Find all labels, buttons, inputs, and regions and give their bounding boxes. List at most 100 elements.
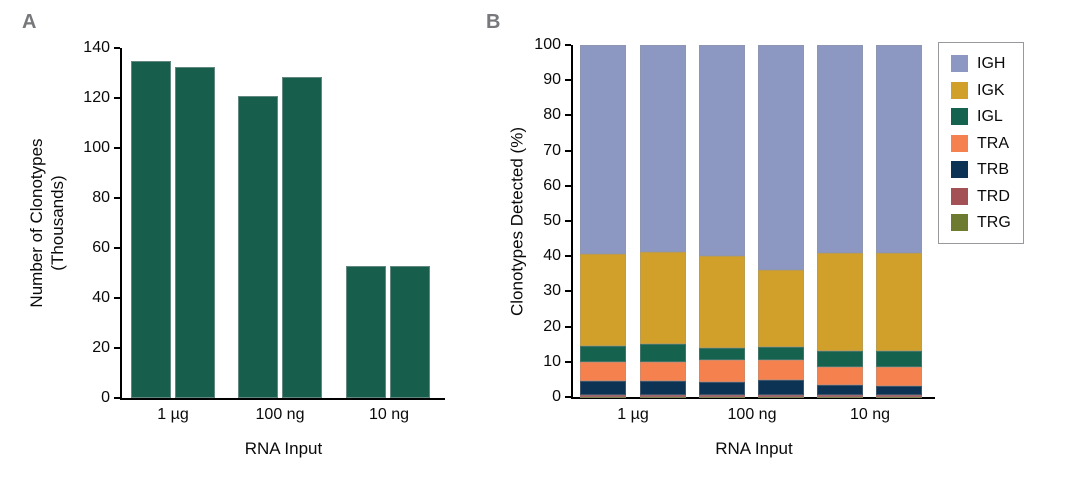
legend-item-trd: TRD bbox=[951, 187, 1013, 205]
stack-segment-tra bbox=[580, 361, 626, 381]
y-tick-label: 40 bbox=[92, 289, 110, 306]
legend-swatch-trd bbox=[951, 187, 968, 205]
x-category-label: 1 µg bbox=[157, 406, 189, 423]
stack-segment-trb bbox=[876, 385, 922, 396]
y-tick bbox=[565, 114, 571, 117]
legend-item-trb: TRB bbox=[951, 161, 1013, 178]
x-category-label: 10 ng bbox=[368, 406, 410, 423]
stack-segment-igh bbox=[817, 45, 863, 253]
y-tick bbox=[565, 396, 571, 398]
y-tick bbox=[565, 184, 571, 187]
stack-segment-igk bbox=[758, 270, 804, 347]
y-tick bbox=[114, 97, 120, 99]
stack-segment-igk bbox=[817, 252, 863, 352]
bar bbox=[174, 66, 215, 398]
stack-segment-trb bbox=[758, 380, 804, 396]
stack-segment-tra bbox=[758, 359, 804, 381]
y-tick bbox=[565, 360, 571, 363]
legend-label: TRB bbox=[977, 161, 1009, 178]
y-tick bbox=[565, 325, 571, 328]
x-axis-line bbox=[571, 397, 935, 399]
y-tick bbox=[114, 397, 120, 399]
y-tick-label: 60 bbox=[92, 239, 110, 256]
y-tick-label: 120 bbox=[83, 89, 110, 106]
stack-segment-trd bbox=[580, 395, 626, 398]
legend-label: IGL bbox=[977, 108, 1003, 125]
y-tick bbox=[565, 220, 571, 222]
stack-segment-igh bbox=[876, 45, 922, 254]
stack-segment-igk bbox=[640, 252, 686, 344]
stack-segment-igh bbox=[640, 45, 686, 253]
legend-swatch-igk bbox=[951, 81, 968, 99]
y-tick-label: 20 bbox=[92, 339, 110, 356]
legend-label: TRA bbox=[977, 134, 1009, 152]
stack-segment-igl bbox=[817, 351, 863, 368]
stack-segment-trb bbox=[580, 380, 626, 396]
panel-a-label: A bbox=[22, 11, 37, 33]
bar bbox=[389, 265, 430, 398]
y-tick bbox=[565, 290, 571, 293]
y-tick-label: 60 bbox=[543, 176, 561, 194]
legend-item-igh: IGH bbox=[951, 55, 1013, 72]
y-tick-label: 50 bbox=[543, 212, 561, 229]
legend: IGH IGK IGL TRA TRB TRD TRG bbox=[938, 42, 1024, 244]
y-tick-label: 0 bbox=[101, 389, 110, 406]
y-tick-label: 90 bbox=[543, 71, 561, 89]
y-axis-line bbox=[120, 48, 122, 400]
y-tick bbox=[114, 197, 120, 199]
stack-segment-igl bbox=[640, 343, 686, 362]
y-tick bbox=[565, 79, 571, 82]
stack-segment-trd bbox=[876, 395, 922, 398]
legend-swatch-trb bbox=[951, 161, 968, 178]
bar bbox=[131, 60, 171, 398]
y-tick bbox=[565, 255, 571, 258]
stack-segment-igl bbox=[876, 351, 922, 368]
stack-segment-igh bbox=[758, 45, 804, 271]
y-tick-label: 70 bbox=[543, 141, 561, 159]
legend-item-trg: TRG bbox=[951, 214, 1013, 231]
y-tick-label: 20 bbox=[543, 317, 561, 335]
bar bbox=[281, 76, 322, 398]
stack-segment-igk bbox=[580, 253, 626, 346]
y-axis-title: Clonotypes Detected (%) bbox=[507, 127, 527, 316]
legend-label: IGH bbox=[977, 55, 1006, 72]
legend-item-igl: IGL bbox=[951, 108, 1013, 125]
x-category-label: 1 µg bbox=[617, 406, 649, 423]
stack-segment-trb bbox=[817, 385, 863, 396]
panel-b-label: B bbox=[486, 11, 501, 33]
legend-label: TRG bbox=[977, 214, 1011, 231]
legend-swatch-tra bbox=[951, 134, 968, 152]
y-tick bbox=[114, 47, 120, 49]
stack-segment-trd bbox=[758, 395, 804, 398]
stack-segment-igl bbox=[699, 347, 745, 361]
legend-swatch-igh bbox=[951, 55, 968, 72]
stack-segment-trd bbox=[817, 395, 863, 398]
y-axis-title-line: (Thousands) bbox=[48, 175, 67, 271]
y-tick bbox=[114, 347, 120, 349]
legend-swatch-igl bbox=[951, 108, 968, 125]
y-axis-line bbox=[571, 45, 573, 399]
stack-segment-igh bbox=[699, 45, 745, 256]
bar bbox=[346, 265, 386, 398]
y-tick bbox=[114, 247, 120, 249]
stack-segment-trd bbox=[699, 395, 745, 398]
y-tick-label: 100 bbox=[83, 139, 110, 156]
y-tick-label: 100 bbox=[534, 36, 561, 53]
legend-label: IGK bbox=[977, 81, 1005, 99]
y-tick bbox=[114, 147, 120, 149]
stack-segment-tra bbox=[699, 360, 745, 382]
stack-segment-tra bbox=[640, 361, 686, 381]
x-category-label: 100 ng bbox=[727, 406, 777, 423]
y-tick-label: 40 bbox=[543, 247, 561, 265]
stack-segment-igk bbox=[699, 255, 745, 348]
x-category-label: 10 ng bbox=[849, 406, 891, 423]
bar bbox=[238, 95, 278, 398]
stack-segment-tra bbox=[876, 367, 922, 386]
x-axis-line bbox=[120, 398, 445, 400]
stack-segment-trb bbox=[699, 381, 745, 396]
legend-item-tra: TRA bbox=[951, 134, 1013, 152]
stack-segment-igk bbox=[876, 253, 922, 352]
legend-swatch-trg bbox=[951, 214, 968, 231]
y-tick bbox=[565, 44, 571, 46]
y-tick-label: 80 bbox=[543, 106, 561, 124]
